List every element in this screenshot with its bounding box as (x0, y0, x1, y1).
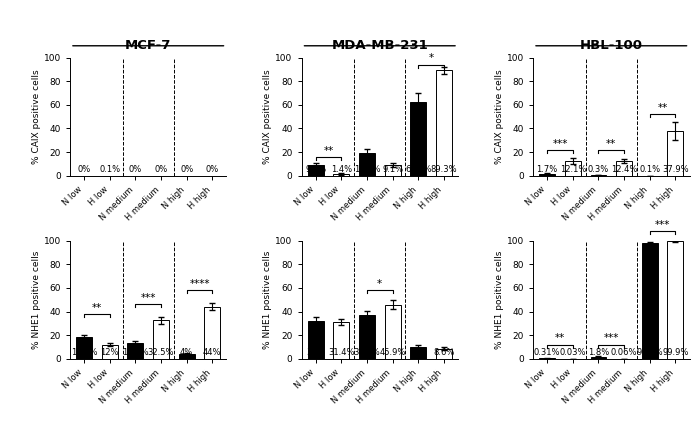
Text: **: ** (92, 303, 102, 313)
Text: 13.3%: 13.3% (122, 348, 148, 357)
Text: 0%: 0% (180, 165, 193, 174)
Text: 44%: 44% (203, 348, 222, 357)
Bar (410, 102, 426, 176)
Bar (591, 357, 606, 359)
Text: 32%: 32% (307, 348, 325, 357)
Bar (333, 174, 349, 176)
Title: MCF-7: MCF-7 (125, 39, 172, 52)
Bar (308, 321, 323, 359)
Y-axis label: % NHE1 positive cells: % NHE1 positive cells (32, 251, 41, 349)
Text: 1.4%: 1.4% (330, 165, 352, 174)
Text: ***: *** (552, 139, 568, 148)
Text: ***: *** (603, 334, 619, 343)
Y-axis label: % CAIX positive cells: % CAIX positive cells (495, 70, 504, 164)
Bar (616, 161, 632, 176)
Text: 9.2%: 9.2% (305, 165, 326, 174)
Text: 36.7%: 36.7% (354, 348, 380, 357)
Text: 0.03%: 0.03% (559, 348, 586, 357)
Text: 37.9%: 37.9% (662, 165, 689, 174)
Text: 89.3%: 89.3% (430, 165, 457, 174)
Bar (359, 315, 375, 359)
Text: 0%: 0% (206, 165, 219, 174)
Text: **: ** (657, 103, 668, 113)
Bar (153, 320, 169, 359)
Bar (410, 347, 426, 359)
Bar (436, 70, 452, 176)
Text: 1.8%: 1.8% (588, 348, 609, 357)
Text: 0.06%: 0.06% (611, 348, 638, 357)
Bar (359, 152, 375, 176)
Text: 19.6%: 19.6% (354, 165, 380, 174)
Text: ***: *** (655, 220, 671, 230)
Text: 0.3%: 0.3% (588, 165, 609, 174)
Text: **: ** (555, 334, 565, 343)
Text: 97.8%: 97.8% (636, 348, 663, 357)
Y-axis label: % NHE1 positive cells: % NHE1 positive cells (495, 251, 504, 349)
Title: HBL-100: HBL-100 (580, 39, 643, 52)
Bar (204, 307, 220, 359)
Bar (102, 345, 118, 359)
Bar (333, 322, 349, 359)
Y-axis label: % CAIX positive cells: % CAIX positive cells (32, 70, 41, 164)
Text: 62.2%: 62.2% (405, 165, 431, 174)
Text: 1.7%: 1.7% (536, 165, 558, 174)
Bar (384, 165, 400, 176)
Text: 32.5%: 32.5% (148, 348, 174, 357)
Text: 0.31%: 0.31% (534, 348, 561, 357)
Text: 18.2%: 18.2% (71, 348, 97, 357)
Text: **: ** (323, 146, 334, 155)
Text: 12%: 12% (101, 348, 119, 357)
Text: ***: *** (141, 293, 156, 303)
Bar (667, 241, 683, 359)
Text: 4%: 4% (180, 348, 193, 357)
Text: *: * (377, 279, 382, 289)
Bar (308, 165, 323, 176)
Text: 45.9%: 45.9% (379, 348, 406, 357)
Text: 99.9%: 99.9% (662, 348, 689, 357)
Text: 12.4%: 12.4% (611, 165, 637, 174)
Bar (642, 243, 658, 359)
Bar (384, 305, 400, 359)
Text: 0%: 0% (155, 165, 168, 174)
Bar (178, 354, 195, 359)
Text: *: * (428, 54, 433, 63)
Text: 12.1%: 12.1% (559, 165, 586, 174)
Text: 0%: 0% (78, 165, 91, 174)
Y-axis label: % CAIX positive cells: % CAIX positive cells (263, 70, 272, 164)
Bar (76, 337, 92, 359)
Bar (667, 131, 683, 176)
Text: 8.6%: 8.6% (433, 348, 454, 357)
Bar (539, 174, 555, 176)
Title: MDA-MB-231: MDA-MB-231 (331, 39, 428, 52)
Text: 0%: 0% (129, 165, 142, 174)
Text: 10%: 10% (409, 348, 428, 357)
Bar (565, 161, 581, 176)
Text: 0.1%: 0.1% (99, 165, 120, 174)
Y-axis label: % NHE1 positive cells: % NHE1 positive cells (263, 251, 272, 349)
Bar (436, 349, 452, 359)
Text: **: ** (606, 139, 617, 148)
Text: 31.4%: 31.4% (328, 348, 354, 357)
Bar (127, 343, 144, 359)
Text: 9.1%: 9.1% (382, 165, 403, 174)
Text: 0.1%: 0.1% (639, 165, 660, 174)
Text: ****: **** (189, 279, 210, 289)
